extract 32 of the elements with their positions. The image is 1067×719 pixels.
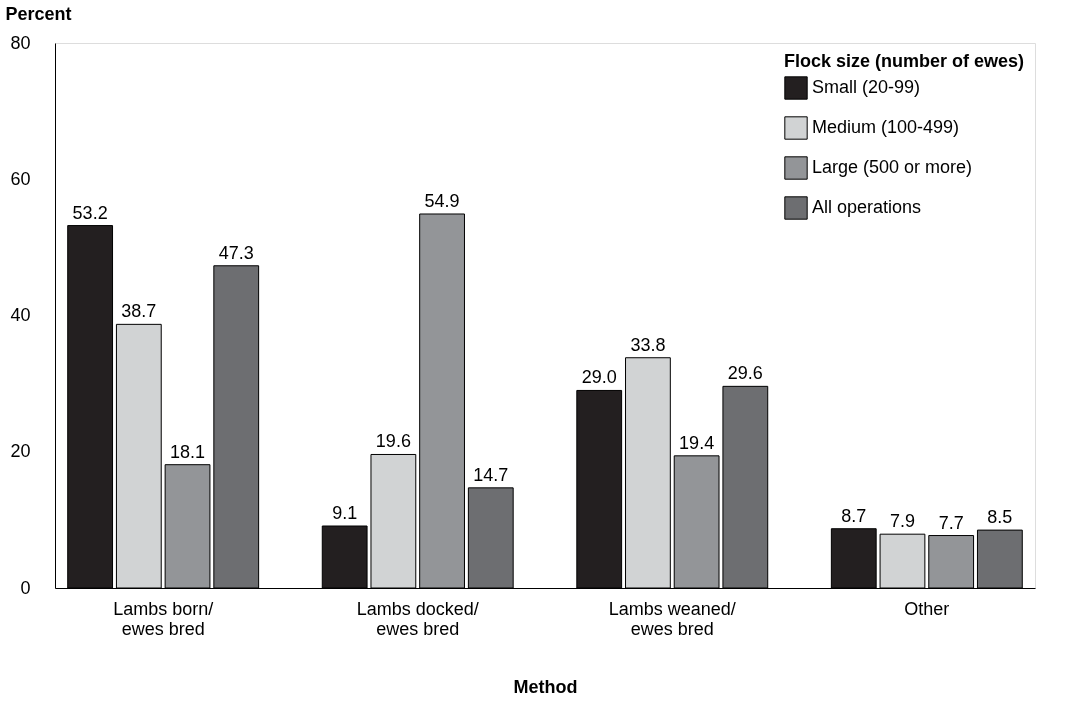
data-label: 33.8 [630,334,666,355]
data-label: 9.1 [332,503,358,524]
y-tick-label: 0 [20,577,31,598]
legend-title: Flock size (number of ewes) [784,51,1025,71]
data-label: 54.9 [424,190,460,211]
x-tick-label: Lambs docked/ ewes bred [356,598,479,639]
data-label: 8.7 [841,505,867,526]
y-tick-label: 20 [10,441,31,462]
legend-label: Small (20-99) [812,77,921,97]
data-label: 47.3 [218,242,254,263]
data-label: 29.0 [581,367,617,388]
legend-label: All operations [812,197,922,217]
legend-label: Large (500 or more) [812,157,973,177]
data-label: 18.1 [170,441,206,462]
y-tick-label: 80 [10,32,31,53]
data-label: 53.2 [72,202,108,223]
x-tick-label: Other [904,598,950,619]
data-label: 14.7 [473,464,509,485]
data-label: 19.6 [375,431,411,452]
x-tick-label: Lambs weaned/ ewes bred [608,598,736,639]
x-tick-label: Lambs born/ ewes bred [113,598,214,639]
data-label: 29.6 [727,363,763,384]
data-label: 7.9 [889,511,915,532]
y-tick-label: 60 [10,168,31,189]
data-label: 8.5 [987,507,1013,528]
y-tick-label: 40 [10,305,31,325]
data-label: 7.7 [938,512,964,533]
x-axis-title: Method [513,676,578,697]
legend-label: Medium (100-499) [812,117,960,137]
data-label: 38.7 [121,301,157,322]
y-axis-title: Percent [5,3,72,24]
data-label: 19.4 [679,432,715,453]
